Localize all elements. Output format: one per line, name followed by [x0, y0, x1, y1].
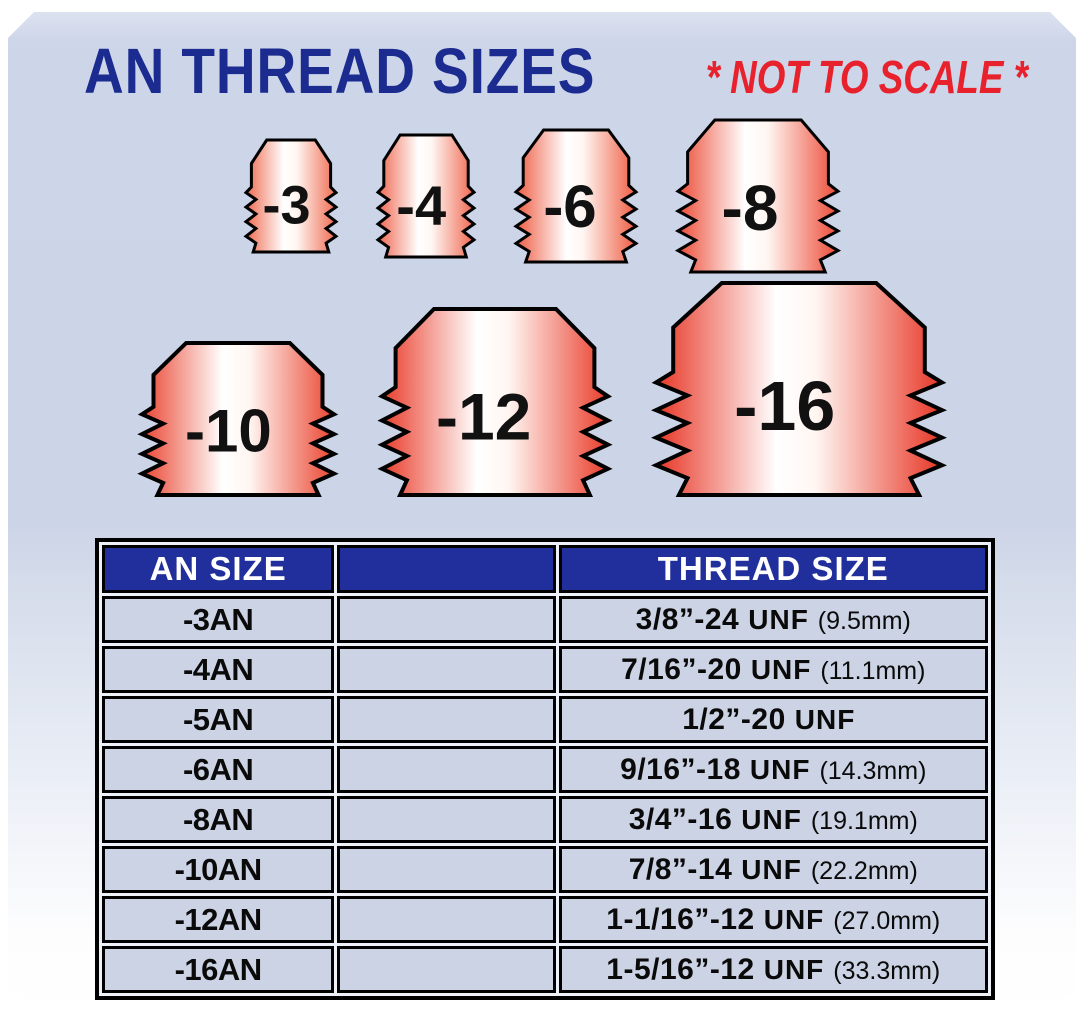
table-row: -16AN 1-5/16”-12 UNF (33.3mm): [102, 946, 988, 993]
an-size-cell: -16AN: [102, 946, 335, 993]
fitting-label: -3: [262, 175, 310, 235]
thread-standard: UNF: [750, 653, 812, 685]
middle-cell: [337, 596, 556, 643]
thread-size-cell: 1-5/16”-12 UNF (33.3mm): [558, 946, 988, 993]
thread-standard: UNF: [749, 753, 811, 785]
thread-standard: UNF: [741, 853, 802, 885]
fitting-outline: [137, 341, 339, 497]
thread-mm: (9.5mm): [817, 606, 911, 635]
header-middle: [337, 545, 556, 593]
middle-cell: [337, 696, 556, 743]
fitting-outline: [375, 133, 477, 259]
an-size-cell: -10AN: [102, 846, 335, 893]
thread-size-value: 1-1/16”-12: [606, 902, 755, 936]
thread-mm: (19.1mm): [810, 806, 918, 835]
middle-cell: [337, 846, 556, 893]
thread-mm: (27.0mm): [833, 906, 941, 935]
fitting-label: -12: [436, 379, 531, 453]
not-to-scale-note: * NOT TO SCALE *: [705, 51, 1028, 103]
table-row: -6AN 9/16”-18 UNF (14.3mm): [102, 746, 988, 793]
thread-size-cell: 3/8”-24 UNF (9.5mm): [558, 596, 988, 643]
fitting-outline: [377, 307, 613, 497]
thread-size-cell: 9/16”-18 UNF (14.3mm): [558, 746, 988, 793]
fitting-label: -4: [396, 174, 446, 237]
middle-cell: [337, 796, 556, 843]
fitting-label: -10: [185, 398, 272, 465]
table-row: -12AN 1-1/16”-12 UNF (27.0mm): [102, 896, 988, 943]
thread-standard: UNF: [763, 953, 825, 985]
fitting-shape-3: -3: [243, 138, 339, 254]
fittings-row-small: -3 -4 -6 -8: [0, 118, 1084, 274]
fitting-outline: [513, 128, 639, 264]
fitting-shape-8: -8: [674, 118, 842, 274]
fitting-outline: [243, 138, 339, 254]
fitting-outline: [674, 118, 842, 274]
fitting-shape-16: -16: [651, 281, 947, 497]
table-row: -3AN 3/8”-24 UNF (9.5mm): [102, 596, 988, 643]
thread-standard: UNF: [748, 603, 809, 635]
thread-size-value: 3/8”-24: [635, 602, 740, 636]
fitting-shape-10: -10: [137, 341, 339, 497]
an-size-cell: -4AN: [102, 646, 335, 693]
table-row: -8AN 3/4”-16 UNF (19.1mm): [102, 796, 988, 843]
page-title: AN THREAD SIZES: [84, 35, 596, 107]
middle-cell: [337, 646, 556, 693]
thread-mm: (22.2mm): [810, 856, 918, 885]
thread-mm: (11.1mm): [820, 656, 926, 685]
fitting-label: -8: [722, 172, 779, 244]
header-thread-size: THREAD SIZE: [558, 545, 988, 593]
thread-size-value: 1-5/16”-12: [606, 952, 755, 986]
thread-standard: UNF: [794, 703, 856, 735]
an-size-cell: -12AN: [102, 896, 335, 943]
thread-size-value: 7/8”-14: [628, 852, 733, 886]
thread-size-value: 9/16”-18: [620, 752, 741, 786]
table-row: -4AN 7/16”-20 UNF (11.1mm): [102, 646, 988, 693]
fitting-shape-4: -4: [375, 133, 477, 259]
thread-size-value: 1/2”-20: [682, 702, 786, 736]
thread-size-cell: 7/16”-20 UNF (11.1mm): [558, 646, 988, 693]
thread-size-cell: 7/8”-14 UNF (22.2mm): [558, 846, 988, 893]
fitting-label: -6: [543, 173, 596, 240]
an-size-cell: -8AN: [102, 796, 335, 843]
an-size-cell: -3AN: [102, 596, 335, 643]
thread-standard: UNF: [741, 803, 802, 835]
an-thread-table: AN SIZE THREAD SIZE -3AN 3/8”-24 UNF (9.…: [95, 538, 995, 1000]
fitting-shape-12: -12: [377, 307, 613, 497]
middle-cell: [337, 896, 556, 943]
thread-mm: (14.3mm): [819, 756, 927, 785]
fittings-row-large: -10 -12 -16: [0, 281, 1084, 500]
thread-size-value: 7/16”-20: [621, 652, 742, 686]
table-header-row: AN SIZE THREAD SIZE: [102, 545, 988, 593]
fitting-label: -16: [734, 367, 835, 445]
table-row: -5AN 1/2”-20 UNF: [102, 696, 988, 743]
header-an-size: AN SIZE: [102, 545, 335, 593]
middle-cell: [337, 746, 556, 793]
an-size-cell: -6AN: [102, 746, 335, 793]
an-size-cell: -5AN: [102, 696, 335, 743]
thread-size-cell: 1-1/16”-12 UNF (27.0mm): [558, 896, 988, 943]
fitting-shape-6: -6: [513, 128, 639, 264]
fitting-outline: [651, 281, 947, 497]
thread-standard: UNF: [763, 903, 825, 935]
middle-cell: [337, 946, 556, 993]
thread-mm: (33.3mm): [833, 956, 941, 985]
thread-size-cell: 3/4”-16 UNF (19.1mm): [558, 796, 988, 843]
thread-size-value: 3/4”-16: [628, 802, 733, 836]
table-row: -10AN 7/8”-14 UNF (22.2mm): [102, 846, 988, 893]
thread-size-cell: 1/2”-20 UNF: [558, 696, 988, 743]
